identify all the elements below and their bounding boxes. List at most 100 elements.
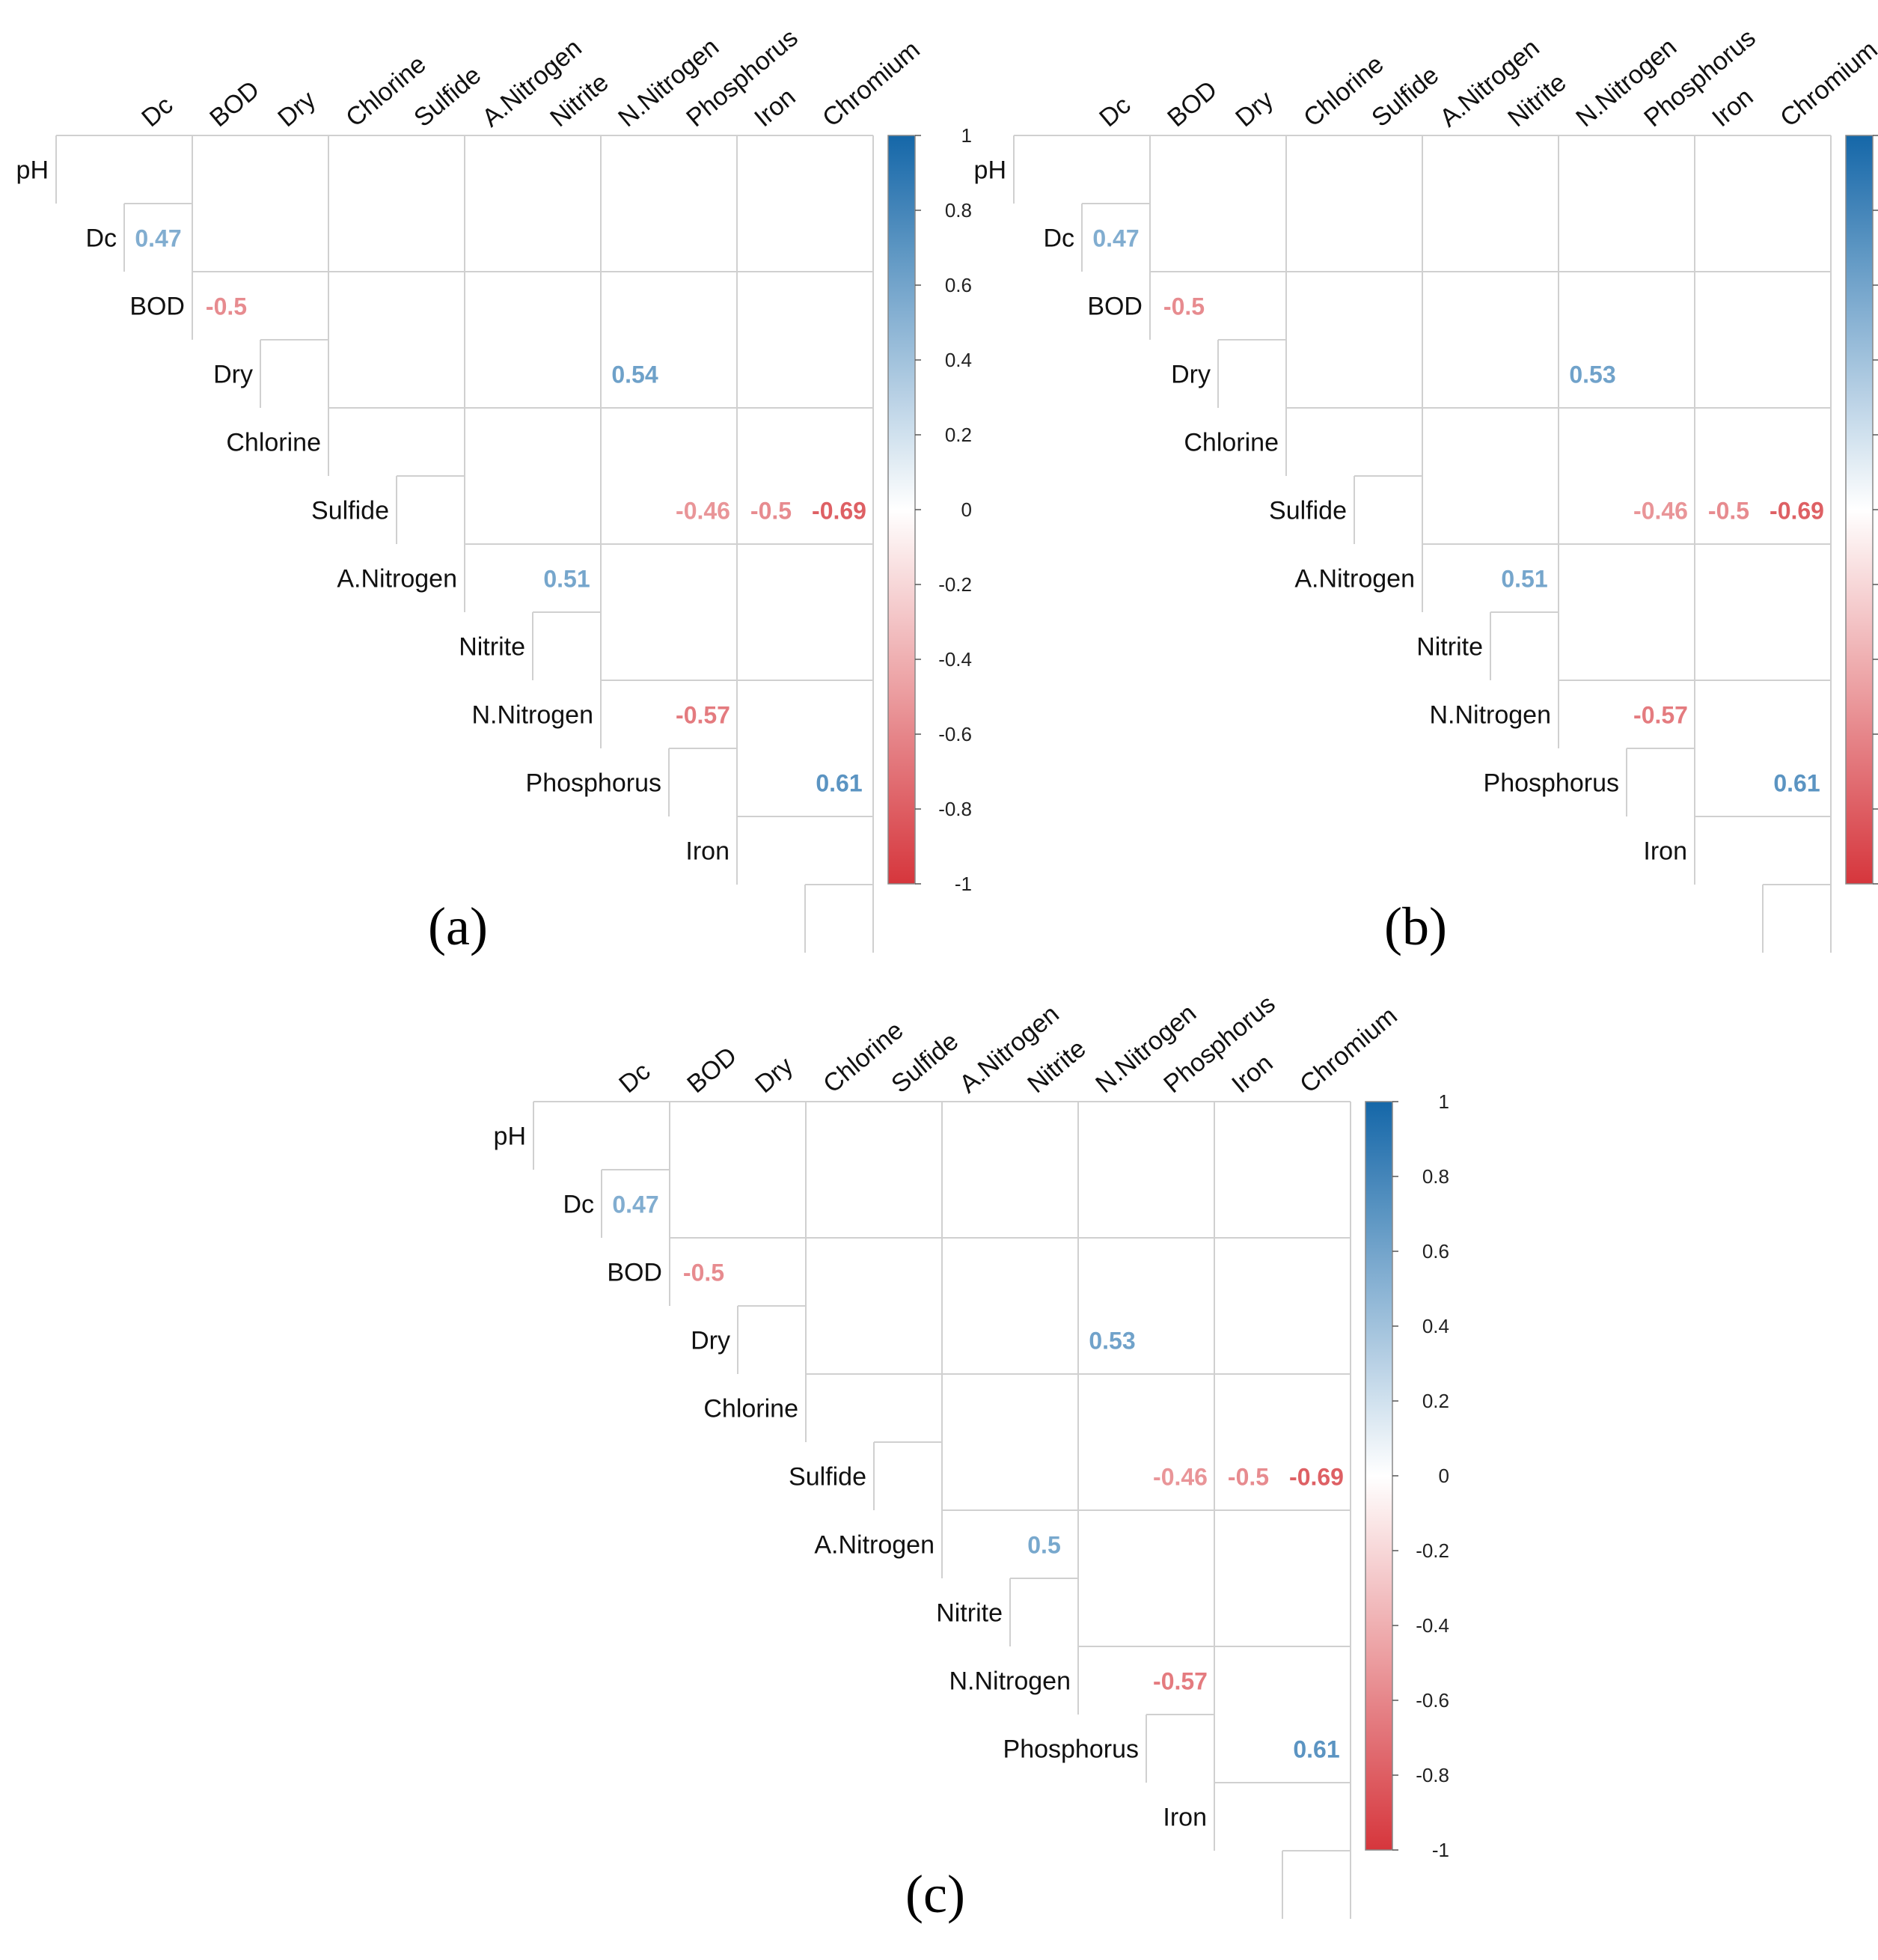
- colorbar-tick-label: 0.2: [1422, 1390, 1449, 1412]
- row-label-chlorine: Chlorine: [226, 429, 321, 457]
- correlation-value: 0.61: [1293, 1736, 1339, 1763]
- colorbar-tick-label: -0.4: [1416, 1614, 1449, 1637]
- row-label-dry: Dry: [213, 361, 253, 389]
- correlation-value: -0.57: [676, 702, 730, 729]
- colorbar-tick-label: -0.8: [938, 798, 972, 820]
- row-label-dry: Dry: [691, 1327, 730, 1355]
- colorbar-tick-label: -0.4: [938, 648, 972, 671]
- colorbar-tick-label: 0.8: [945, 199, 972, 222]
- panel-c-row-labels: pH Dc BOD Dry Chlorine Sulfide A.Nitrogen Nitri…: [494, 1123, 1207, 1832]
- row-label-dc: Dc: [563, 1191, 594, 1219]
- correlation-value: 0.5: [1027, 1532, 1060, 1559]
- colorbar-tick-label: 0: [961, 498, 972, 521]
- row-label-a-nitrogen: A.Nitrogen: [814, 1531, 935, 1560]
- row-label-sulfide: Sulfide: [789, 1463, 866, 1492]
- correlation-value: -0.5: [1163, 293, 1205, 320]
- correlation-value: -0.5: [206, 293, 247, 320]
- row-label-ph: pH: [494, 1123, 526, 1151]
- correlation-value: -0.57: [1633, 702, 1688, 729]
- correlation-value: 0.51: [543, 566, 590, 593]
- correlation-value: -0.5: [1708, 498, 1749, 525]
- correlation-value: -0.46: [676, 498, 730, 525]
- colorbar-tick-label: -0.8: [1416, 1764, 1449, 1786]
- panel-c-correlation-values: 0.47 -0.5 0.53 -0.46 -0.5 -0.69 0.5 -0.57 0.61: [612, 1191, 1344, 1763]
- correlation-value: 0.47: [1092, 225, 1139, 252]
- correlation-value: -0.5: [750, 498, 792, 525]
- row-label-phosphorus: Phosphorus: [526, 769, 661, 798]
- panel-b-correlation-values: 0.47 -0.5 0.53 -0.46 -0.5 -0.69 0.51 -0.57 0.61: [1092, 225, 1824, 797]
- colorbar-tick-label: -0.2: [938, 573, 972, 596]
- row-label-bod: BOD: [607, 1259, 662, 1287]
- correlation-value: 0.54: [611, 361, 658, 388]
- correlation-value: 0.51: [1501, 566, 1547, 593]
- row-label-iron: Iron: [1643, 837, 1687, 866]
- correlation-value: -0.69: [812, 498, 866, 525]
- panel-a-grid: [55, 135, 874, 953]
- colorbar-tick-label: -0.2: [1416, 1539, 1449, 1562]
- row-label-nitrite: Nitrite: [1416, 633, 1483, 662]
- colorbar-tick-label: 0.4: [945, 349, 972, 371]
- colorbar-gradient: [1845, 135, 1874, 885]
- colorbar-tick-label: -0.6: [1416, 1689, 1449, 1712]
- row-label-dry: Dry: [1171, 361, 1211, 389]
- row-label-ph: pH: [16, 156, 49, 185]
- row-label-bod: BOD: [129, 293, 185, 321]
- row-label-bod: BOD: [1087, 293, 1143, 321]
- row-label-nitrite: Nitrite: [936, 1599, 1003, 1628]
- panel-b-label: (b): [1384, 897, 1447, 956]
- panel-b-colorbar: 10.80.60.40.20-0.2-0.4-0.6-0.8-1: [1845, 135, 1878, 885]
- panel-a-label: (a): [428, 897, 488, 956]
- row-label-nitrite: Nitrite: [459, 633, 525, 662]
- correlation-value: -0.69: [1770, 498, 1824, 525]
- panel-a-row-labels: pH Dc BOD Dry Chlorine Sulfide A.Nitrogen Nitri…: [16, 156, 730, 866]
- row-label-dc: Dc: [1043, 225, 1074, 253]
- row-label-phosphorus: Phosphorus: [1484, 769, 1619, 798]
- colorbar-tick-label: 1: [1439, 1090, 1449, 1113]
- row-label-a-nitrogen: A.Nitrogen: [1294, 565, 1415, 593]
- correlation-value: -0.46: [1633, 498, 1688, 525]
- row-label-sulfide: Sulfide: [1269, 497, 1347, 525]
- colorbar-gradient: [1365, 1101, 1393, 1851]
- panel-b-grid: [1013, 135, 1832, 953]
- row-label-iron: Iron: [685, 837, 730, 866]
- correlation-value: 0.47: [135, 225, 181, 252]
- row-label-dc: Dc: [85, 225, 117, 253]
- row-label-n-nitrogen: N.Nitrogen: [471, 701, 593, 730]
- panel-a-correlation-values: 0.47 -0.5 0.54 -0.46 -0.5 -0.69 0.51 -0.57 0.61: [135, 225, 866, 797]
- correlation-value: 0.47: [612, 1191, 658, 1218]
- colorbar-tick-label: -1: [955, 873, 972, 895]
- colorbar-tick-label: 0.4: [1422, 1315, 1449, 1337]
- correlation-value: -0.69: [1289, 1464, 1344, 1491]
- panel-c-label: (c): [905, 1864, 965, 1924]
- colorbar-tick-label: 0.6: [1422, 1240, 1449, 1263]
- correlation-value: 0.61: [816, 770, 862, 797]
- correlation-value: 0.61: [1773, 770, 1820, 797]
- correlation-value: 0.53: [1569, 361, 1615, 388]
- row-label-chlorine: Chlorine: [703, 1395, 798, 1423]
- colorbar-tick-label: 0.6: [945, 274, 972, 296]
- row-label-phosphorus: Phosphorus: [1003, 1735, 1139, 1764]
- colorbar-tick-label: 0: [1439, 1465, 1449, 1487]
- colorbar-tick-label: 0.2: [945, 424, 972, 446]
- correlation-value: -0.57: [1153, 1668, 1208, 1695]
- colorbar-tick-label: -1: [1432, 1839, 1449, 1861]
- correlation-value: -0.5: [683, 1260, 724, 1286]
- correlation-value: -0.46: [1153, 1464, 1208, 1491]
- row-label-chlorine: Chlorine: [1184, 429, 1279, 457]
- correlation-value: -0.5: [1228, 1464, 1269, 1491]
- row-label-iron: Iron: [1163, 1804, 1207, 1832]
- panel-b-row-labels: pH Dc BOD Dry Chlorine Sulfide A.Nitrogen Nitri…: [974, 156, 1687, 866]
- panel-c-grid: [533, 1101, 1351, 1919]
- correlation-value: 0.53: [1089, 1328, 1135, 1355]
- row-label-a-nitrogen: A.Nitrogen: [337, 565, 457, 593]
- colorbar-tick-label: -0.6: [938, 723, 972, 745]
- row-label-n-nitrogen: N.Nitrogen: [1429, 701, 1551, 730]
- colorbar-gradient: [887, 135, 916, 885]
- panel-a-colorbar: 1 0.8 0.6 0.4 0.2 0 -0.2 -0.4 -0.6 -0.8 -1: [887, 124, 972, 895]
- row-label-sulfide: Sulfide: [311, 497, 389, 525]
- panel-c-colorbar: 1 0.8 0.6 0.4 0.2 0 -0.2 -0.4 -0.6 -0.8 -1: [1365, 1090, 1449, 1861]
- colorbar-tick-label: 1: [961, 124, 972, 147]
- colorbar-tick-label: 0.8: [1422, 1165, 1449, 1188]
